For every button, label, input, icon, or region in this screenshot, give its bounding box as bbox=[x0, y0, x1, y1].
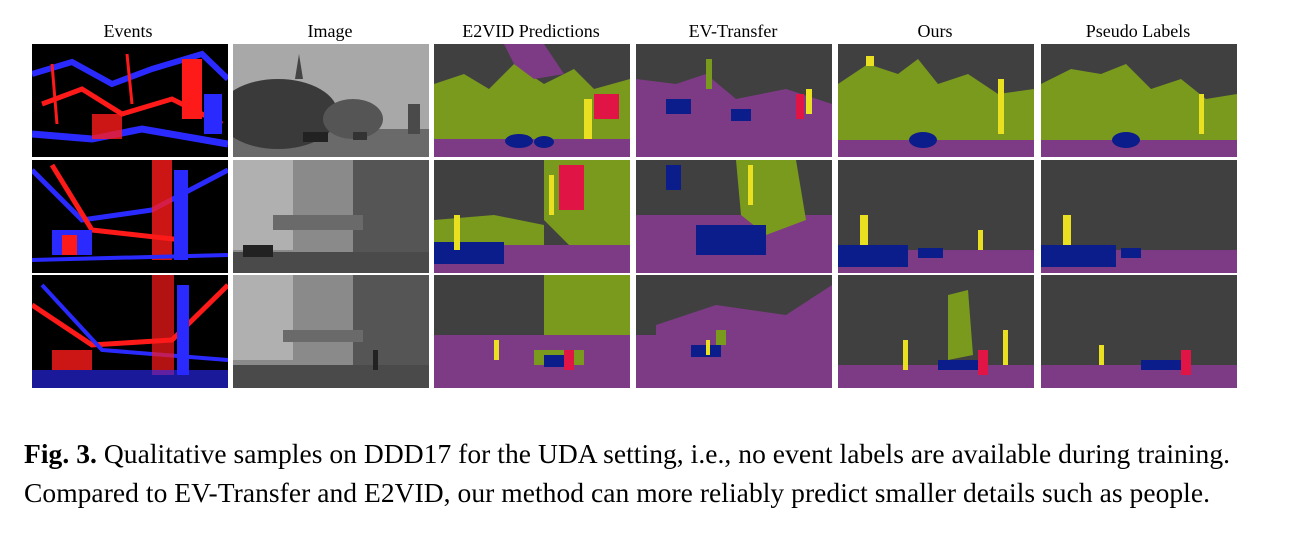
ours-panel-row1 bbox=[838, 44, 1034, 157]
image-panel-row1 bbox=[233, 44, 429, 157]
column-header-ours: Ours bbox=[917, 21, 953, 41]
pseudo-labels-panel-row2 bbox=[1041, 160, 1237, 273]
column-header-image: Image bbox=[307, 21, 353, 41]
column-header-pseudo-labels: Pseudo Labels bbox=[1085, 21, 1191, 41]
events-panel-row1 bbox=[32, 44, 228, 157]
figure-caption: Fig. 3. Qualitative samples on DDD17 for… bbox=[24, 434, 1254, 512]
events-panel-row2 bbox=[32, 160, 228, 273]
pseudo-labels-panel-row3 bbox=[1041, 275, 1237, 388]
e2vid-panel-row3 bbox=[434, 275, 630, 388]
ours-panel-row3 bbox=[838, 275, 1034, 388]
caption-text: Qualitative samples on DDD17 for the UDA… bbox=[24, 438, 1231, 508]
column-header-e2vid-predictions: E2VID Predictions bbox=[462, 21, 600, 41]
ev-transfer-panel-row3 bbox=[636, 275, 832, 388]
column-header-events: Events bbox=[103, 21, 153, 41]
e2vid-panel-row1 bbox=[434, 44, 630, 157]
e2vid-panel-row2 bbox=[434, 160, 630, 273]
pseudo-labels-panel-row1 bbox=[1041, 44, 1237, 157]
ev-transfer-panel-row1 bbox=[636, 44, 832, 157]
caption-label: Fig. 3. bbox=[24, 438, 97, 469]
ours-panel-row2 bbox=[838, 160, 1034, 273]
image-panel-row2 bbox=[233, 160, 429, 273]
events-panel-row3 bbox=[32, 275, 228, 388]
ev-transfer-panel-row2 bbox=[636, 160, 832, 273]
column-header-ev-transfer: EV-Transfer bbox=[688, 21, 778, 41]
image-panel-row3 bbox=[233, 275, 429, 388]
